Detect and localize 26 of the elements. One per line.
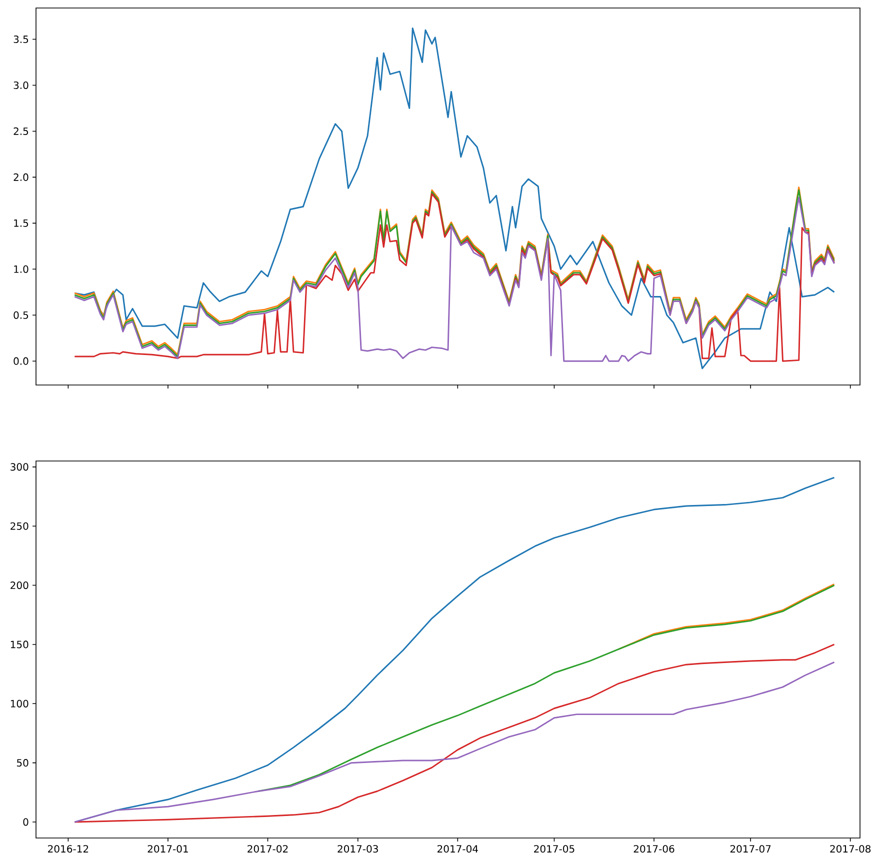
y-tick-label: 0 bbox=[23, 818, 28, 826]
y-tick-label: 3.5 bbox=[14, 35, 28, 44]
x-tick-label: 2016-12 bbox=[48, 845, 88, 853]
line-series bbox=[257, 584, 835, 792]
y-tick-label: 2.0 bbox=[14, 173, 28, 181]
y-tick-label: 0.0 bbox=[14, 357, 28, 365]
y-tick-label: 150 bbox=[10, 640, 28, 648]
y-tick-label: 100 bbox=[10, 700, 28, 708]
y-tick-label: 1.0 bbox=[14, 265, 28, 273]
y-tick-label: 200 bbox=[10, 582, 28, 590]
line-series bbox=[74, 27, 835, 370]
y-tick-label: 250 bbox=[10, 522, 28, 530]
y-tick-label: 1.5 bbox=[14, 219, 28, 227]
x-tick-label: 2017-03 bbox=[338, 845, 378, 853]
y-tick-label: 50 bbox=[16, 759, 28, 767]
y-tick-label: 300 bbox=[10, 463, 28, 471]
y-tick-label: 3.0 bbox=[14, 81, 28, 90]
x-tick-label: 2017-02 bbox=[248, 845, 288, 853]
x-tick-label: 2017-07 bbox=[730, 845, 771, 853]
x-tick-label: 2017-05 bbox=[534, 845, 574, 853]
y-tick-label: 2.5 bbox=[14, 127, 28, 135]
x-tick-label: 2017-04 bbox=[438, 845, 478, 853]
x-tick-label: 2017-06 bbox=[634, 845, 674, 853]
x-tick-label: 2017-01 bbox=[148, 845, 188, 853]
x-tick-label: 2017-08 bbox=[830, 845, 871, 853]
y-tick-label: 0.5 bbox=[14, 311, 28, 319]
